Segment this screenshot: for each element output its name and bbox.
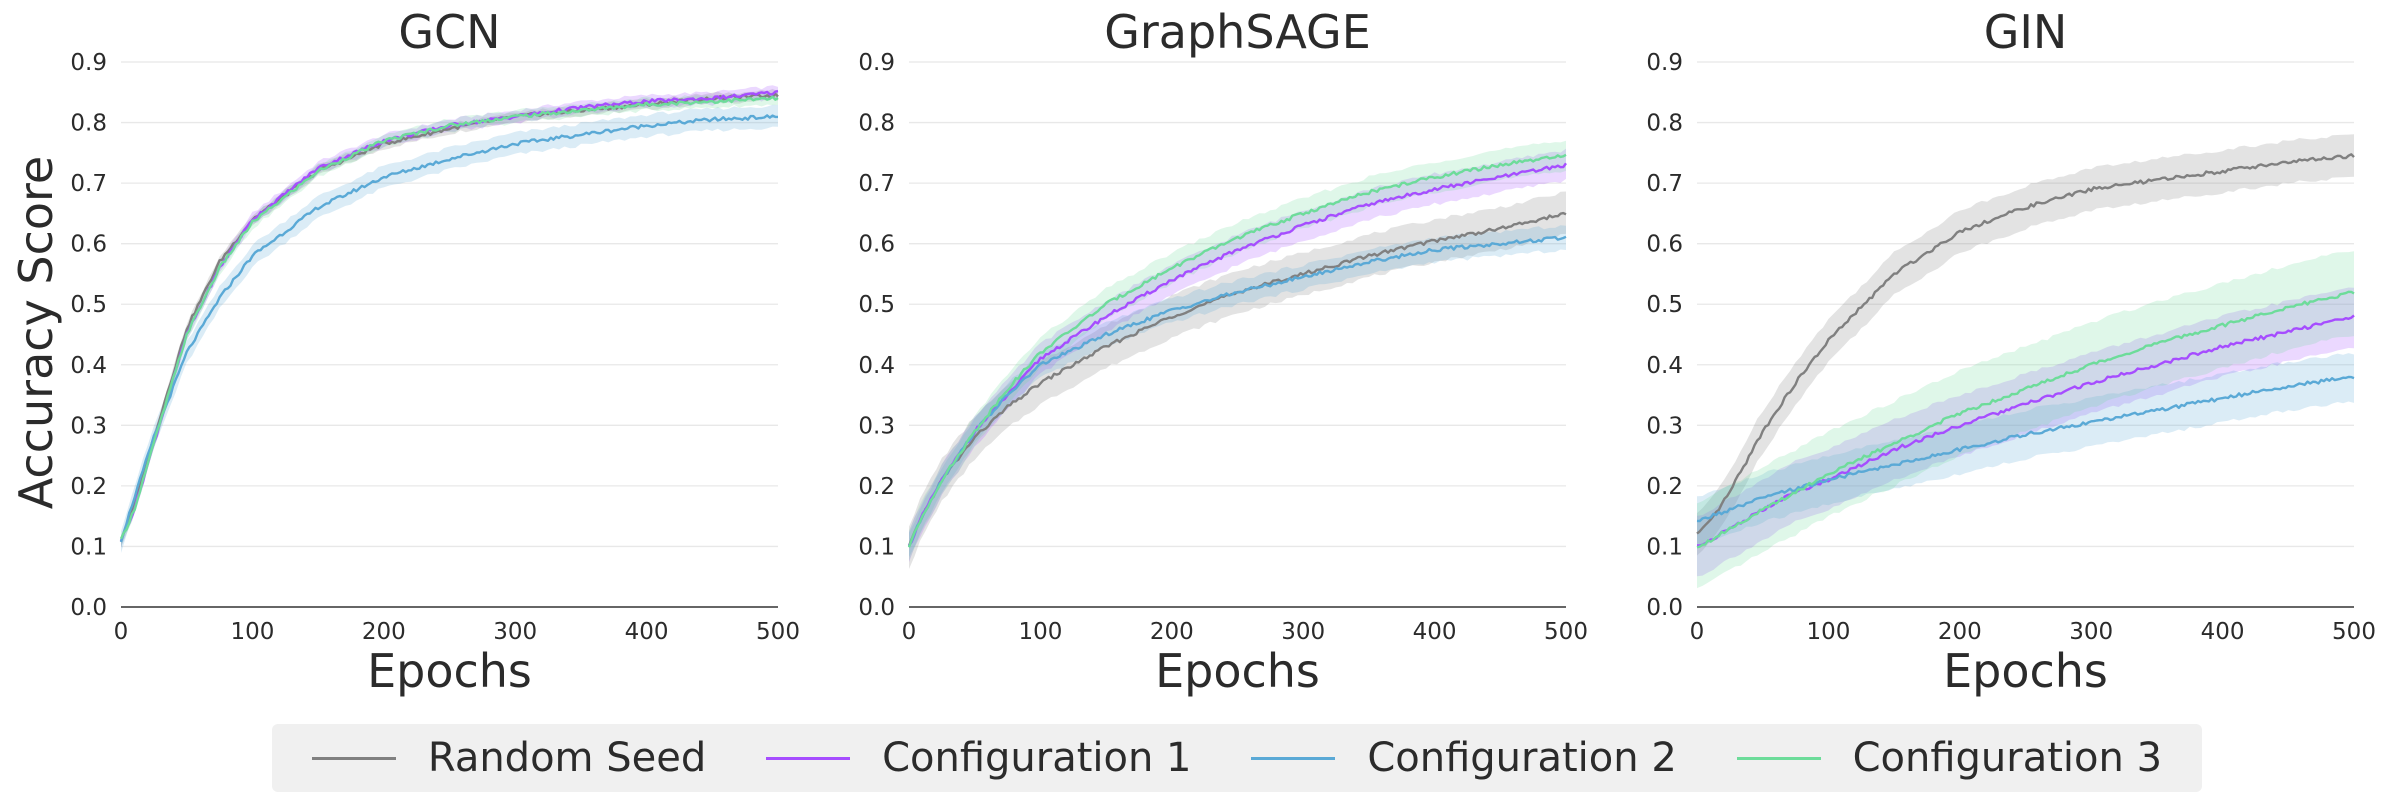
band-configuration-1 [909,148,1566,563]
x-axis-label: Epochs [367,644,532,698]
y-tick-label: 0.0 [1646,595,1683,621]
y-tick-label: 0.9 [1646,50,1683,76]
band-configuration-3 [909,140,1566,561]
x-axis-label: Epochs [1943,644,2108,698]
x-axis-label: Epochs [1155,644,1320,698]
y-tick-label: 0.2 [858,474,895,500]
legend-item-random-seed: Random Seed [311,735,707,781]
y-tick-label: 0.3 [70,413,107,439]
x-tick-label: 300 [493,619,537,645]
line-configuration-2 [907,235,1567,548]
line-configuration-3 [119,95,779,540]
x-tick-label: 300 [1281,619,1325,645]
y-tick-label: 0.4 [858,353,895,379]
x-tick-label: 0 [1690,619,1705,645]
line-configuration-2 [119,114,778,543]
band-random-seed [1697,134,2354,556]
y-tick-label: 0.8 [858,111,895,137]
legend-label-configuration-1: Configuration 1 [882,735,1192,781]
y-tick-label: 0.5 [1646,292,1683,318]
chart-title: GCN [398,5,500,59]
legend-item-configuration-1: Configuration 1 [766,735,1192,781]
x-tick-label: 200 [1150,619,1194,645]
y-tick-label: 0.0 [70,595,107,621]
x-tick-label: 500 [2332,619,2376,645]
y-tick-label: 0.4 [1646,353,1683,379]
y-tick-label: 0.7 [70,171,107,197]
y-tick-label: 0.1 [1646,534,1683,560]
line-configuration-1 [908,162,1567,547]
x-tick-label: 200 [1938,619,1982,645]
band-configuration-1 [1697,287,2354,577]
legend-swatch-configuration-1 [766,756,851,760]
panel-gin: 0.0 0.1 0.2 0.3 0.4 0.5 0.6 0.7 0.8 0.9 0 100 200 300… [1646,5,2376,698]
legend-label-configuration-3: Configuration 3 [1852,735,2163,781]
legend-label-configuration-2: Configuration 2 [1367,735,1677,781]
line-configuration-3 [1696,290,2355,549]
y-tick-label: 0.7 [1646,171,1683,197]
panel-graphsage: 0.0 0.1 0.2 0.3 0.4 0.5 0.6 0.7 0.8 0.9 0 100 200 300… [858,5,1588,698]
line-configuration-3 [907,153,1567,548]
chart-title: GIN [1984,5,2068,59]
line-configuration-1 [1697,314,2355,547]
x-tick-label: 300 [2069,619,2113,645]
x-tick-label: 0 [114,619,129,645]
y-tick-label: 0.3 [1646,413,1683,439]
y-tick-label: 0.0 [858,595,895,621]
y-tick-label: 0.9 [858,50,895,76]
y-tick-label: 0.8 [1646,111,1683,137]
band-random-seed [909,191,1566,569]
y-tick-label: 0.2 [70,474,107,500]
chart-title: GraphSAGE [1104,5,1371,59]
y-tick-label: 0.9 [70,50,107,76]
y-tick-label: 0.2 [1646,474,1683,500]
x-tick-label: 500 [1544,619,1588,645]
x-tick-label: 100 [1018,619,1062,645]
x-tick-label: 100 [1806,619,1850,645]
legend-label-random-seed: Random Seed [427,735,707,781]
legend-swatch-configuration-2 [1251,756,1336,760]
y-tick-label: 0.6 [70,232,107,258]
y-tick-label: 0.5 [858,292,895,318]
y-tick-label: 0.7 [858,171,895,197]
line-configuration-1 [119,89,779,542]
x-tick-label: 100 [230,619,274,645]
legend-item-configuration-2: Configuration 2 [1251,735,1677,781]
line-random-seed [1696,153,2355,535]
x-tick-label: 0 [902,619,917,645]
x-tick-label: 500 [756,619,800,645]
y-tick-label: 0.8 [70,111,107,137]
x-tick-label: 400 [1413,619,1457,645]
x-tick-label: 200 [362,619,406,645]
y-tick-label: 0.1 [858,534,895,560]
band-configuration-3 [1697,251,2354,589]
y-tick-label: 0.4 [70,353,107,379]
x-tick-label: 400 [2201,619,2245,645]
panel-gcn: 0.0 0.1 0.2 0.3 0.4 0.5 0.6 0.7 0.8 0.9 0 100 200 300… [9,5,800,698]
legend: Random Seed Configuration 1 Configuratio… [272,724,2202,792]
y-axis-label: Accuracy Score [9,156,63,509]
y-tick-label: 0.1 [70,534,107,560]
legend-item-configuration-3: Configuration 3 [1736,735,2163,781]
x-tick-label: 400 [625,619,669,645]
legend-swatch-random-seed [311,756,396,760]
y-tick-label: 0.6 [858,232,895,258]
y-tick-label: 0.5 [70,292,107,318]
legend-swatch-configuration-3 [1736,756,1821,760]
band-configuration-2 [1697,353,2354,545]
y-tick-label: 0.6 [1646,232,1683,258]
y-tick-label: 0.3 [858,413,895,439]
